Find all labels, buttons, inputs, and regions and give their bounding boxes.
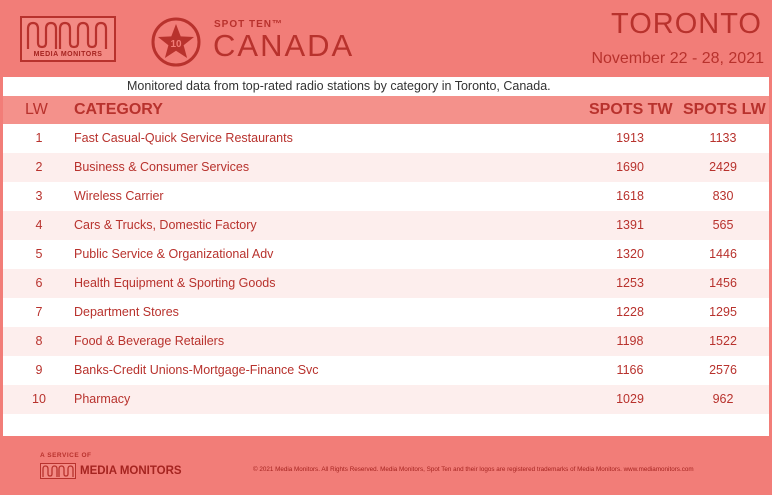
- cell-category: Banks-Credit Unions-Mortgage-Finance Svc: [74, 363, 319, 377]
- table-row: 7 Department Stores 1228 1295: [3, 298, 769, 327]
- category-table: LW CATEGORY SPOTS TW SPOTS LW 1 Fast Cas…: [3, 96, 769, 436]
- cell-category: Department Stores: [74, 305, 179, 319]
- footer: A SERVICE OF MEDIA MONITORS © 2021 Media…: [0, 436, 772, 495]
- cell-category: Business & Consumer Services: [74, 160, 250, 174]
- column-header-lw: LW: [25, 101, 48, 118]
- table-row: 4 Cars & Trucks, Domestic Factory 1391 5…: [3, 211, 769, 240]
- cell-category: Health Equipment & Sporting Goods: [74, 276, 276, 290]
- table-row: 1 Fast Casual-Quick Service Restaurants …: [3, 124, 769, 153]
- footer-logo-text: MEDIA MONITORS: [80, 465, 182, 477]
- cell-spots-tw: 1253: [616, 276, 644, 290]
- media-monitors-logo: MEDIA MONITORS: [20, 16, 116, 62]
- cell-spots-tw: 1320: [616, 247, 644, 261]
- cell-spots-tw: 1913: [616, 131, 644, 145]
- column-header-spots-tw: SPOTS TW: [589, 101, 673, 118]
- cell-lw: 3: [35, 189, 43, 203]
- copyright-notice: © 2021 Media Monitors. All Rights Reserv…: [253, 466, 694, 473]
- cell-spots-tw: 1166: [616, 363, 644, 377]
- spot-ten-label: SPOT TEN™: [214, 19, 284, 30]
- table-row: 5 Public Service & Organizational Adv 13…: [3, 240, 769, 269]
- cell-spots-lw: 2429: [709, 160, 737, 174]
- table-footer-spacer: [3, 414, 769, 436]
- waveform-icon: [40, 463, 76, 479]
- logo-text: MEDIA MONITORS: [33, 51, 103, 58]
- cell-category: Food & Beverage Retailers: [74, 334, 225, 348]
- cell-lw: 9: [35, 363, 43, 377]
- cell-category: Wireless Carrier: [74, 189, 164, 203]
- cell-spots-tw: 1228: [616, 305, 644, 319]
- cell-spots-tw: 1198: [616, 334, 644, 348]
- cell-spots-lw: 1522: [709, 334, 737, 348]
- footer-media-monitors-logo: MEDIA MONITORS: [40, 463, 182, 479]
- city-title: TORONTO: [611, 8, 762, 40]
- cell-lw: 10: [32, 392, 46, 406]
- cell-category: Pharmacy: [74, 392, 131, 406]
- header: MEDIA MONITORS 10 SPOT TEN™ CANADA TORON…: [0, 0, 772, 77]
- table-row: 3 Wireless Carrier 1618 830: [3, 182, 769, 211]
- cell-lw: 5: [35, 247, 43, 261]
- cell-spots-tw: 1391: [616, 218, 644, 232]
- cell-spots-lw: 1295: [709, 305, 737, 319]
- table-row: 8 Food & Beverage Retailers 1198 1522: [3, 327, 769, 356]
- cell-spots-lw: 830: [712, 189, 734, 203]
- table-row: 10 Pharmacy 1029 962: [3, 385, 769, 414]
- date-range: November 22 - 28, 2021: [591, 50, 764, 67]
- cell-spots-tw: 1029: [616, 392, 644, 406]
- cell-lw: 8: [35, 334, 43, 348]
- cell-spots-tw: 1618: [616, 189, 644, 203]
- cell-lw: 1: [35, 131, 43, 145]
- cell-spots-lw: 1456: [709, 276, 737, 290]
- cell-spots-lw: 1133: [709, 131, 737, 145]
- cell-category: Cars & Trucks, Domestic Factory: [74, 218, 257, 232]
- table-header: LW CATEGORY SPOTS TW SPOTS LW: [3, 96, 769, 124]
- star-badge-icon: 10: [151, 17, 201, 67]
- cell-spots-lw: 565: [712, 218, 734, 232]
- table-row: 2 Business & Consumer Services 1690 2429: [3, 153, 769, 182]
- cell-lw: 4: [35, 218, 43, 232]
- service-of-label: A SERVICE OF: [40, 452, 92, 459]
- table-row: 9 Banks-Credit Unions-Mortgage-Finance S…: [3, 356, 769, 385]
- country-title: CANADA: [213, 28, 355, 63]
- column-header-spots-lw: SPOTS LW: [683, 101, 766, 118]
- cell-category: Public Service & Organizational Adv: [74, 247, 274, 261]
- table-row: 6 Health Equipment & Sporting Goods 1253…: [3, 269, 769, 298]
- cell-category: Fast Casual-Quick Service Restaurants: [74, 131, 293, 145]
- cell-spots-tw: 1690: [616, 160, 644, 174]
- waveform-icon: [26, 21, 108, 49]
- column-header-category: CATEGORY: [74, 101, 163, 118]
- badge-number: 10: [170, 39, 182, 50]
- cell-spots-lw: 962: [712, 392, 734, 406]
- cell-lw: 7: [35, 305, 43, 319]
- cell-spots-lw: 1446: [709, 247, 737, 261]
- cell-spots-lw: 2576: [709, 363, 737, 377]
- cell-lw: 2: [35, 160, 43, 174]
- cell-lw: 6: [35, 276, 43, 290]
- subtitle: Monitored data from top-rated radio stat…: [3, 77, 769, 96]
